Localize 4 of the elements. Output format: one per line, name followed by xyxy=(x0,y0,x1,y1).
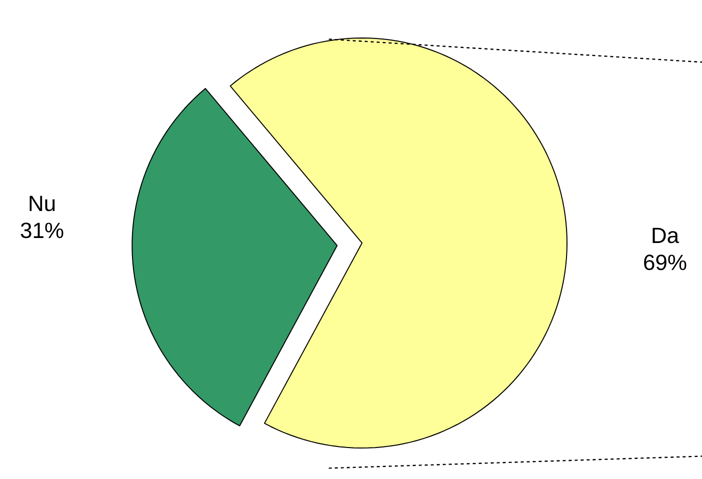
data-label: 69% xyxy=(644,254,686,270)
data-label: 31% xyxy=(20,222,64,238)
slice-label: Nu xyxy=(30,196,55,212)
slice-label: Da xyxy=(652,228,680,244)
